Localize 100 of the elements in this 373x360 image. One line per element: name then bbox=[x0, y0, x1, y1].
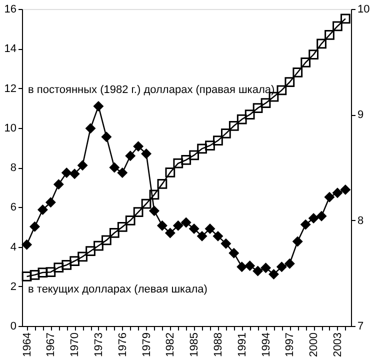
point bbox=[70, 168, 80, 179]
y2-tick-label: 8 bbox=[358, 214, 364, 227]
point bbox=[213, 231, 223, 242]
point bbox=[205, 224, 215, 234]
point bbox=[292, 67, 303, 78]
point bbox=[316, 211, 326, 222]
point bbox=[276, 85, 287, 96]
point bbox=[213, 136, 223, 146]
point bbox=[244, 260, 255, 271]
point bbox=[94, 240, 104, 251]
point bbox=[149, 206, 160, 216]
x-tick-label: 1967 bbox=[45, 332, 58, 357]
point bbox=[236, 262, 247, 272]
point bbox=[86, 246, 96, 256]
annotation: в текущих долларах (левая шкала) bbox=[28, 284, 208, 296]
x-tick-label: 1982 bbox=[164, 332, 177, 357]
point bbox=[141, 148, 152, 159]
point bbox=[300, 58, 311, 68]
point bbox=[284, 258, 295, 269]
point bbox=[189, 150, 199, 160]
point bbox=[300, 220, 311, 230]
point bbox=[54, 179, 64, 190]
point bbox=[228, 120, 239, 131]
point bbox=[133, 207, 144, 218]
point bbox=[197, 144, 207, 154]
y-tick-label: 4 bbox=[10, 241, 16, 254]
x-tick-label: 1976 bbox=[116, 332, 129, 357]
point bbox=[22, 272, 32, 282]
x-tick-label: 1991 bbox=[236, 332, 248, 357]
point bbox=[308, 213, 318, 224]
point bbox=[252, 266, 263, 276]
point bbox=[109, 162, 120, 172]
point bbox=[205, 140, 215, 150]
point bbox=[332, 21, 342, 32]
point bbox=[46, 267, 56, 278]
point bbox=[62, 260, 72, 270]
annotation: в постоянных (1982 г.) долларах (правая шкала) bbox=[28, 84, 275, 96]
y-tick-label: 8 bbox=[10, 162, 16, 174]
point bbox=[38, 204, 48, 215]
point bbox=[117, 222, 128, 232]
point bbox=[109, 228, 120, 238]
point bbox=[102, 235, 112, 246]
x-tick-label: 2003 bbox=[332, 332, 344, 357]
x-tick-label: 1979 bbox=[140, 332, 153, 357]
point bbox=[141, 198, 152, 209]
x-tick-label: 1970 bbox=[69, 332, 82, 357]
x-tick-label: 1988 bbox=[212, 332, 224, 357]
point bbox=[324, 192, 334, 202]
point bbox=[173, 158, 184, 168]
point bbox=[268, 269, 279, 280]
x-tick-label: 1973 bbox=[92, 332, 105, 357]
point bbox=[70, 256, 80, 266]
point bbox=[102, 132, 112, 142]
y-tick-label: 2 bbox=[10, 280, 16, 293]
point bbox=[181, 155, 192, 165]
point bbox=[260, 262, 271, 273]
point bbox=[340, 14, 350, 24]
point bbox=[22, 240, 32, 250]
x-tick-label: 1994 bbox=[260, 332, 272, 357]
point bbox=[252, 103, 263, 113]
point bbox=[292, 236, 303, 246]
point bbox=[340, 184, 350, 195]
point bbox=[78, 160, 88, 170]
point bbox=[46, 197, 56, 208]
y-tick-label: 14 bbox=[4, 43, 16, 56]
point bbox=[332, 188, 342, 198]
point bbox=[244, 110, 255, 120]
point bbox=[54, 262, 64, 272]
y-tick-label: 16 bbox=[4, 4, 16, 16]
point bbox=[86, 123, 96, 134]
x-tick-label: 1997 bbox=[284, 332, 296, 357]
point bbox=[308, 50, 318, 60]
y2-tick-label: 9 bbox=[358, 109, 364, 122]
point bbox=[189, 224, 199, 234]
point bbox=[62, 168, 72, 178]
point bbox=[157, 220, 168, 231]
point bbox=[165, 228, 176, 238]
point bbox=[324, 30, 334, 40]
x-tick-label: 1964 bbox=[21, 332, 34, 357]
point bbox=[284, 77, 295, 88]
point bbox=[117, 168, 128, 178]
point bbox=[197, 231, 207, 242]
point bbox=[30, 222, 40, 232]
point bbox=[221, 128, 231, 138]
point bbox=[94, 101, 104, 112]
point bbox=[38, 268, 48, 278]
point bbox=[165, 168, 176, 178]
x-tick-label: 1985 bbox=[188, 332, 201, 357]
point bbox=[181, 218, 192, 228]
y-tick-label: 0 bbox=[10, 320, 16, 332]
point bbox=[173, 220, 184, 231]
point bbox=[276, 262, 287, 272]
point bbox=[157, 179, 168, 189]
point bbox=[228, 248, 239, 258]
y-tick-label: 6 bbox=[10, 202, 16, 214]
point bbox=[125, 150, 136, 161]
point bbox=[236, 114, 247, 124]
x-tick-label: 2000 bbox=[308, 332, 320, 357]
point bbox=[78, 252, 88, 262]
y-tick-label: 10 bbox=[4, 122, 16, 134]
